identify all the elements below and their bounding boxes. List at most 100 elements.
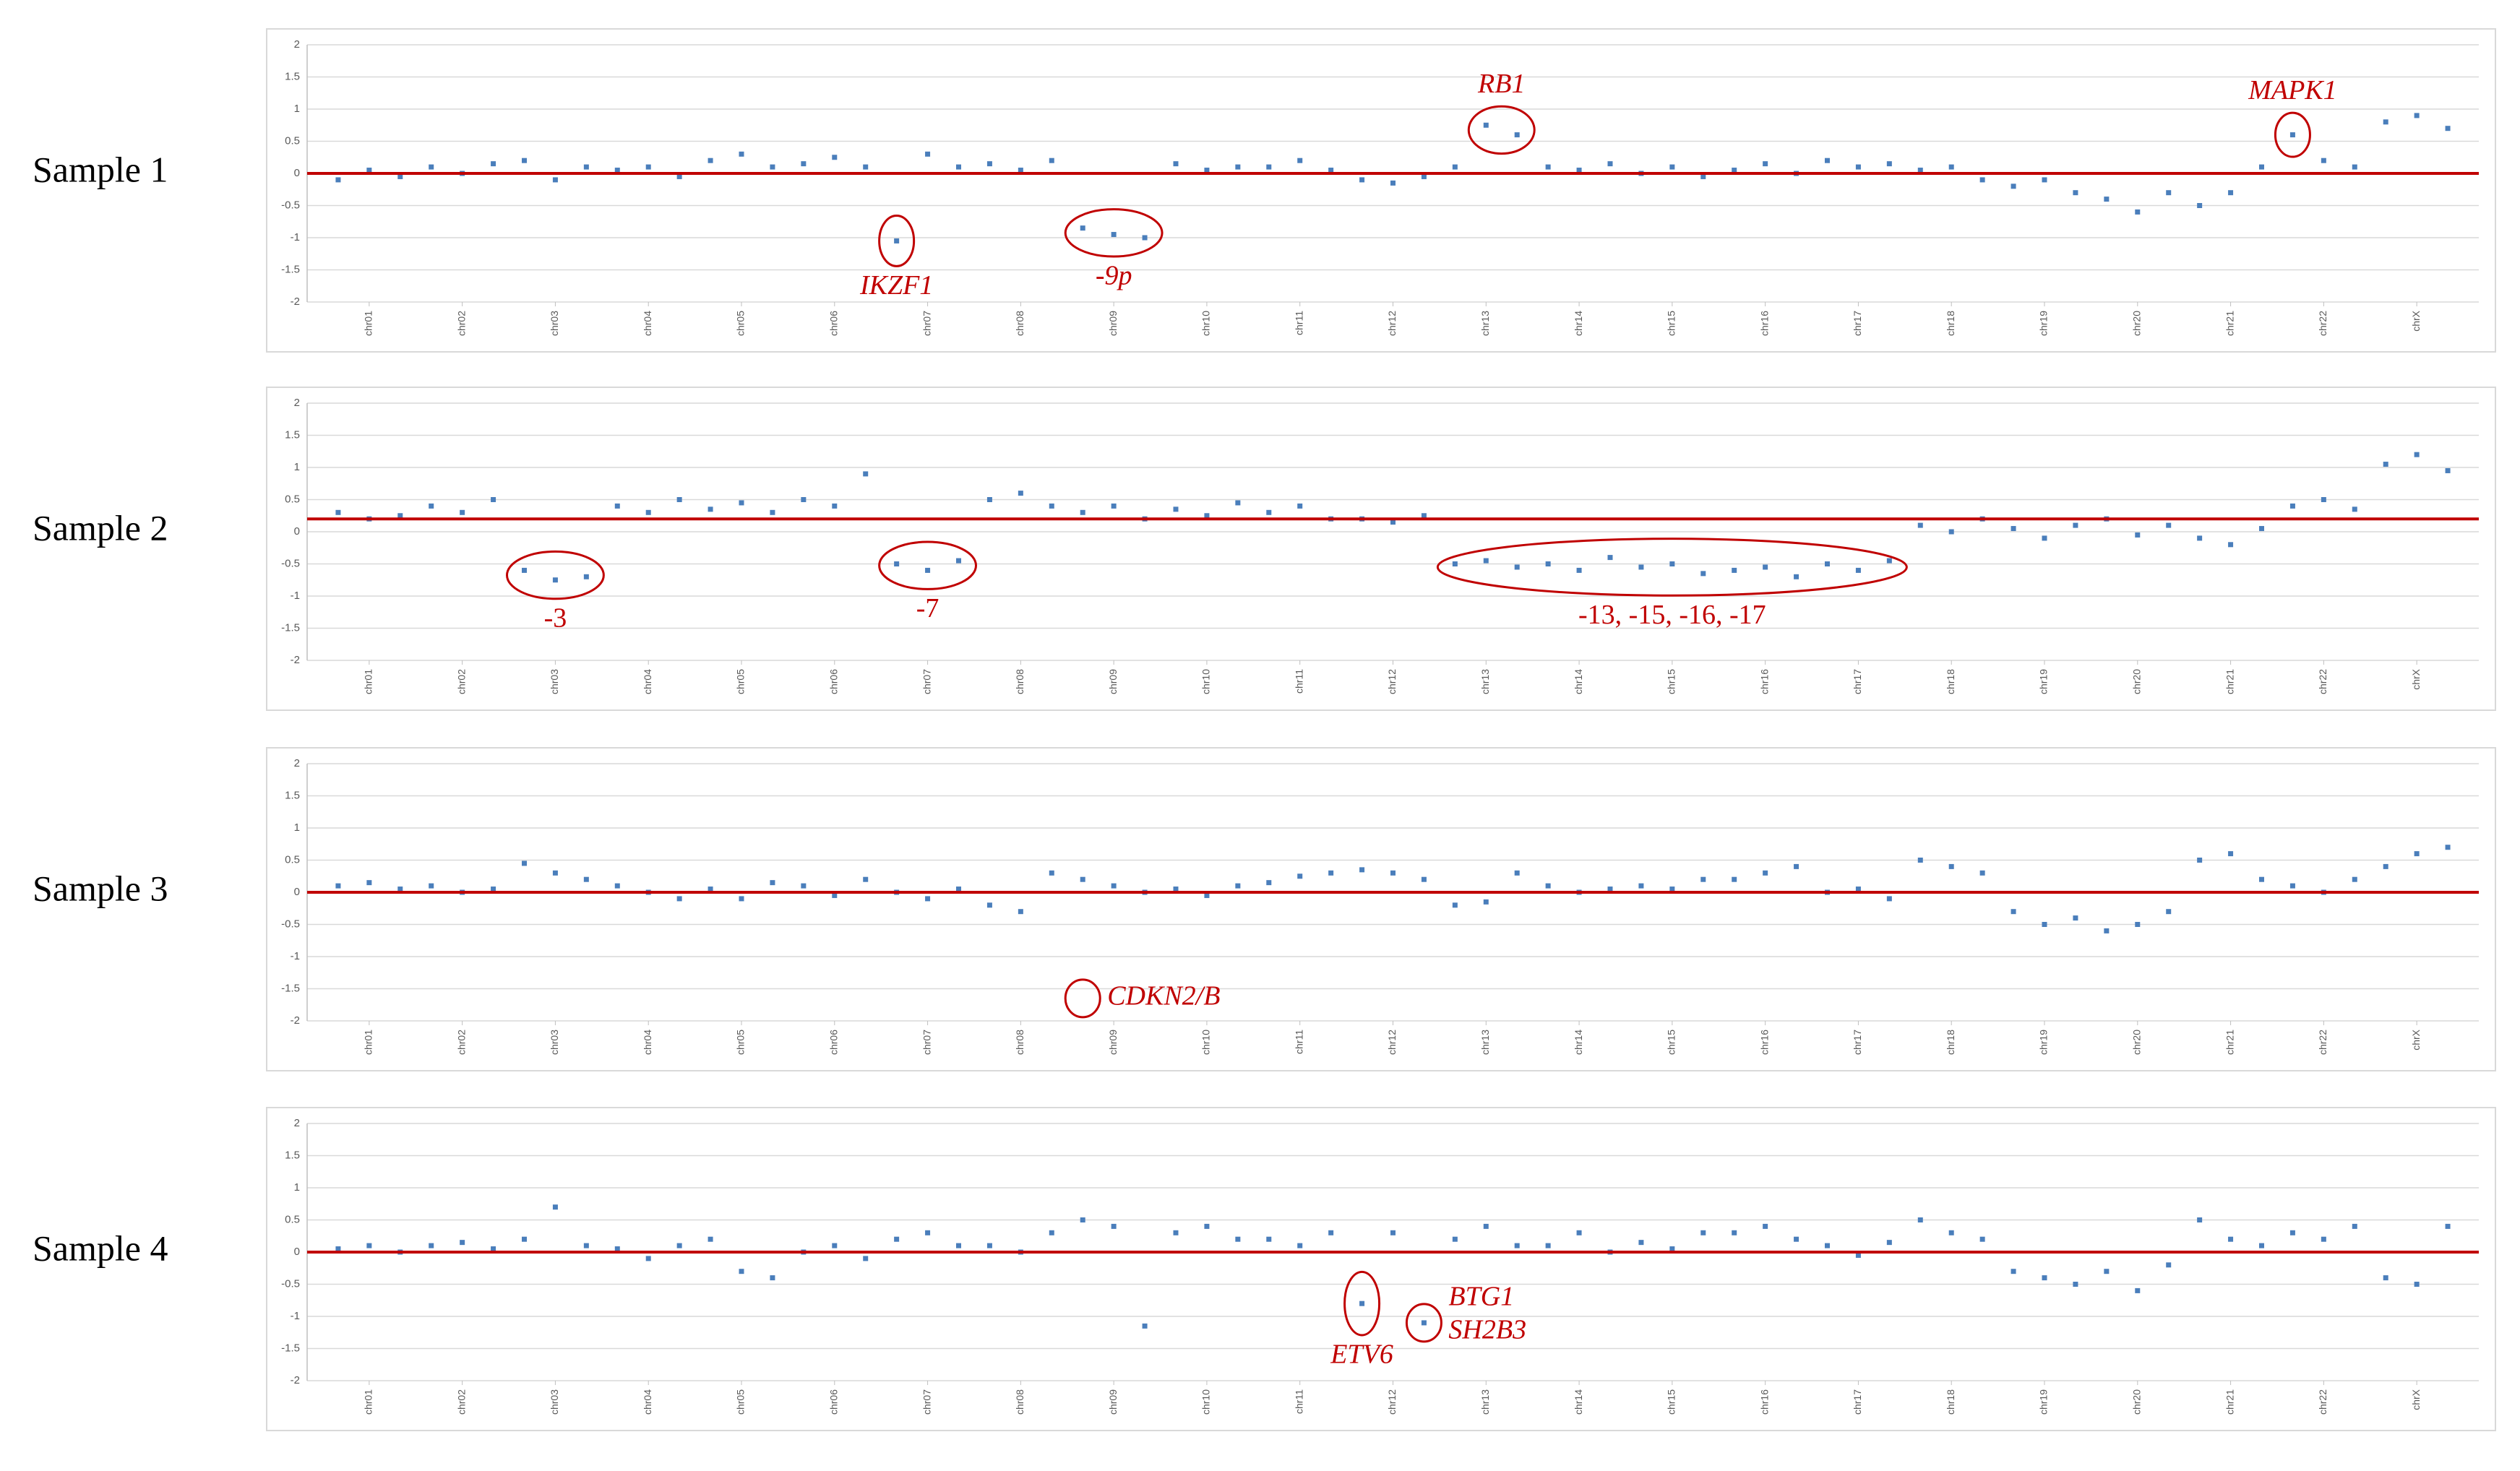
annotation-label: -9p xyxy=(1096,261,1132,291)
data-point xyxy=(491,1246,496,1252)
data-point xyxy=(1390,870,1396,876)
data-point xyxy=(863,876,869,882)
data-point xyxy=(1111,232,1117,238)
data-point xyxy=(1855,164,1861,170)
data-point xyxy=(1545,1243,1551,1248)
data-point xyxy=(1979,870,1985,876)
data-point xyxy=(986,1243,992,1248)
data-point xyxy=(366,168,372,173)
data-point xyxy=(2352,876,2357,882)
data-point xyxy=(925,151,931,157)
data-point xyxy=(2445,1223,2451,1229)
data-point xyxy=(335,177,341,183)
panel-frame xyxy=(266,1107,2496,1431)
y-tick-label: 0 xyxy=(294,525,300,538)
sample-label: Sample 4 xyxy=(33,1228,168,1268)
data-point xyxy=(522,158,527,163)
x-tick-label: chr02 xyxy=(455,311,467,336)
x-tick-label: chr09 xyxy=(1107,1389,1119,1415)
data-point xyxy=(676,896,682,902)
data-point xyxy=(2166,190,2172,196)
x-tick-label: chr02 xyxy=(455,669,467,694)
data-point xyxy=(522,1236,527,1242)
x-tick-label: chr04 xyxy=(642,311,653,336)
data-point xyxy=(1700,1230,1706,1235)
x-tick-label: chr01 xyxy=(363,311,374,336)
data-point xyxy=(1421,513,1427,519)
data-point xyxy=(1669,561,1675,566)
data-point xyxy=(1825,1243,1830,1248)
data-point xyxy=(491,161,496,167)
y-tick-label: 0 xyxy=(294,167,300,179)
data-point xyxy=(956,1243,961,1248)
data-point xyxy=(956,164,961,170)
data-point xyxy=(770,509,775,515)
data-point xyxy=(1049,870,1054,876)
data-point xyxy=(1359,867,1365,873)
data-point xyxy=(1080,876,1085,882)
y-tick-label: 0 xyxy=(294,1246,300,1258)
data-point xyxy=(460,509,465,515)
data-point xyxy=(614,168,620,173)
data-point xyxy=(335,883,341,889)
x-tick-label: chr08 xyxy=(1014,669,1025,694)
sample-label: Sample 1 xyxy=(33,149,168,189)
x-tick-label: chr05 xyxy=(735,669,747,694)
x-tick-label: chr04 xyxy=(642,1389,653,1415)
data-point xyxy=(1390,180,1396,186)
x-tick-label: chr06 xyxy=(827,311,839,336)
data-point xyxy=(1111,883,1117,889)
x-tick-label: chr22 xyxy=(2317,669,2328,694)
x-tick-label: chr19 xyxy=(2038,311,2050,336)
annotation-label: -7 xyxy=(916,593,939,624)
sample-label: Sample 2 xyxy=(33,507,168,548)
data-point xyxy=(676,1243,682,1248)
y-tick-label: -0.5 xyxy=(281,918,300,930)
x-tick-label: chr13 xyxy=(1479,1030,1491,1055)
data-point xyxy=(335,1246,341,1252)
data-point xyxy=(2259,164,2264,170)
y-tick-label: -1 xyxy=(291,950,300,962)
x-tick-label: chr09 xyxy=(1107,669,1119,694)
data-point xyxy=(925,567,931,573)
data-point xyxy=(1576,168,1582,173)
x-tick-label: chr16 xyxy=(1758,311,1770,336)
data-point xyxy=(1235,1236,1241,1242)
x-tick-label: chr17 xyxy=(1852,311,1863,336)
data-point xyxy=(986,497,992,502)
data-point xyxy=(2073,915,2078,921)
x-tick-label: chr10 xyxy=(1200,1030,1212,1055)
y-tick-label: 1 xyxy=(294,1181,300,1194)
annotation-ellipse xyxy=(506,550,605,600)
data-point xyxy=(1483,899,1489,905)
data-point xyxy=(1514,132,1520,138)
x-tick-label: chr07 xyxy=(921,1389,932,1415)
data-point xyxy=(2321,158,2326,163)
x-tick-label: chr01 xyxy=(363,1389,374,1415)
annotation-label: MAPK1 xyxy=(2248,75,2336,105)
y-tick-label: 1.5 xyxy=(285,428,300,441)
data-point xyxy=(1328,870,1334,876)
annotation-ellipse xyxy=(878,540,977,590)
x-tick-label: chr04 xyxy=(642,1030,653,1055)
x-tick-label: chr20 xyxy=(2130,1030,2142,1055)
data-point xyxy=(1328,168,1334,173)
data-point xyxy=(2104,197,2110,202)
chart-panel: Sample 4 -2 -1.5 -1 -0.5 0 0.5 1 1.5 2 chr01 chr02 c… xyxy=(33,1107,2496,1431)
data-point xyxy=(1855,1252,1861,1258)
data-point xyxy=(739,896,744,902)
y-tick-label: 1 xyxy=(294,821,300,834)
data-point xyxy=(1390,519,1396,525)
data-point xyxy=(739,151,744,157)
x-tick-label: chr13 xyxy=(1479,311,1491,336)
data-point xyxy=(1917,858,1923,863)
data-point xyxy=(1886,558,1892,564)
data-point xyxy=(1173,161,1179,167)
x-tick-label: chrX xyxy=(2410,1389,2422,1410)
x-tick-label: chr14 xyxy=(1573,1030,1584,1055)
data-point xyxy=(1266,509,1272,515)
data-point xyxy=(1235,500,1241,506)
x-tick-label: chr09 xyxy=(1107,311,1119,336)
y-tick-label: 0.5 xyxy=(285,493,300,505)
